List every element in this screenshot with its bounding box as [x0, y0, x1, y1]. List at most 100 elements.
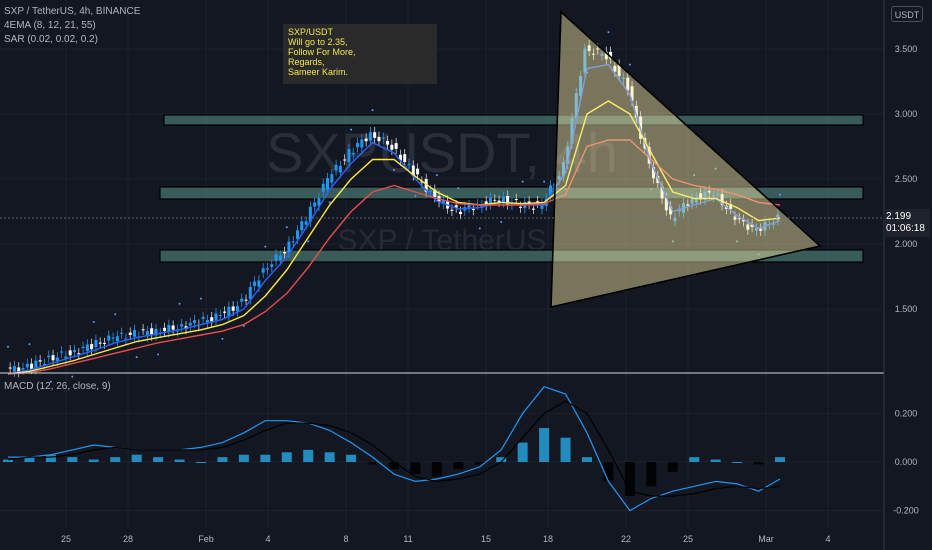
- macd-axis[interactable]: 0.200 0.000 -0.200: [893, 408, 919, 515]
- candle-body: [356, 142, 360, 148]
- sar-dot: [714, 167, 717, 170]
- sar-dots: [7, 31, 781, 383]
- candle-body: [171, 325, 175, 330]
- candle-body: [471, 208, 475, 211]
- candle-body: [531, 208, 535, 210]
- macd-histogram-bar: [303, 449, 314, 462]
- price-tick-label: 3.000: [895, 109, 918, 119]
- candle-body: [85, 344, 89, 352]
- signal-line: [7, 400, 781, 497]
- time-axis[interactable]: 25 28 Feb 4 8 11 15 18 22 25 Mar 4: [61, 534, 831, 544]
- sar-dot: [371, 109, 374, 112]
- candle-body: [64, 356, 68, 360]
- candle-body: [540, 203, 544, 209]
- candle-body: [133, 329, 137, 337]
- candle-body: [368, 132, 372, 141]
- candle-body: [296, 230, 299, 239]
- candle-body: [669, 206, 673, 215]
- candle-body: [227, 306, 231, 317]
- candle-body: [291, 241, 295, 243]
- macd-histogram-bar: [624, 462, 635, 497]
- time-tick-label: Mar: [758, 534, 774, 544]
- price-tick-label: 2.500: [895, 174, 918, 184]
- candle-body: [403, 154, 407, 162]
- candle-body: [205, 320, 209, 324]
- macd-histogram-bar: [453, 462, 464, 470]
- sar-dot: [457, 187, 460, 190]
- candle-body: [519, 206, 523, 208]
- sar-dot: [779, 193, 781, 196]
- candle-body: [218, 315, 222, 317]
- time-tick-label: 8: [343, 534, 348, 544]
- candle-body: [193, 320, 197, 324]
- candle-body: [25, 363, 29, 368]
- price-axis[interactable]: 3.500 3.000 2.500 2.000 1.500: [895, 44, 918, 314]
- candle-body: [111, 337, 115, 339]
- candle-body: [278, 255, 282, 261]
- macd-histogram-bar: [582, 457, 592, 462]
- candle-body: [188, 322, 192, 326]
- candle-body: [484, 201, 488, 206]
- candle-body: [742, 219, 746, 222]
- candle-body: [115, 336, 119, 342]
- candle-body: [570, 117, 574, 144]
- candle-body: [549, 185, 553, 196]
- sar-dot: [7, 345, 9, 348]
- candle-body: [759, 228, 763, 231]
- candle-body: [720, 194, 724, 206]
- macd-histogram-bar: [710, 459, 721, 462]
- candle-body: [613, 65, 617, 72]
- candle-body: [609, 51, 613, 59]
- macd-histogram-bar: [3, 459, 13, 462]
- candle-body: [673, 217, 677, 222]
- candle-body: [660, 186, 664, 199]
- macd-histogram-bar: [431, 462, 442, 477]
- price-tick-label: 1.500: [895, 304, 918, 314]
- candle-body: [210, 317, 214, 322]
- candle-body: [180, 324, 184, 327]
- candle-body: [712, 195, 716, 197]
- bar-countdown: 01:06:18: [886, 223, 925, 234]
- sar-legend: SAR (0.02, 0.02, 0.2): [4, 34, 98, 45]
- sar-dot: [650, 188, 653, 191]
- candle-body: [746, 224, 750, 230]
- sar-dot: [628, 63, 631, 66]
- candle-body: [579, 76, 583, 97]
- currency-button[interactable]: USDT: [891, 6, 923, 22]
- sar-dot: [521, 180, 524, 183]
- sar-dot: [221, 337, 224, 340]
- macd-histogram-bar: [667, 462, 678, 472]
- sar-dot: [178, 302, 181, 305]
- macd-histogram-bar: [367, 462, 378, 465]
- candle-body: [686, 204, 690, 206]
- candle-body: [703, 191, 707, 200]
- macd-histogram-bar: [410, 462, 421, 475]
- candle-body: [733, 216, 737, 220]
- sar-dot: [114, 313, 117, 316]
- candle-body: [270, 264, 274, 268]
- candle-body: [626, 77, 630, 91]
- candle-body: [514, 198, 518, 201]
- sar-dot: [157, 353, 160, 356]
- triangle-pattern: [550, 10, 822, 309]
- sar-dot: [328, 201, 331, 204]
- candle-body: [716, 193, 720, 195]
- macd-histogram-bar: [560, 437, 571, 462]
- sar-dot: [736, 240, 739, 243]
- candle-body: [424, 179, 428, 192]
- candle-body: [729, 203, 733, 209]
- sar-dot: [264, 245, 267, 248]
- macd-histogram-bar: [389, 462, 399, 470]
- candle-body: [81, 346, 85, 349]
- macd-histogram-bar: [131, 454, 142, 462]
- candle-body: [223, 311, 227, 313]
- price-zone: [159, 249, 864, 263]
- macd-histogram-bar: [346, 454, 357, 462]
- candle-body: [694, 197, 698, 203]
- candle-body: [561, 162, 565, 177]
- candle-body: [398, 154, 402, 161]
- candle-body: [351, 152, 355, 155]
- candle-body: [600, 53, 604, 56]
- candle-body: [8, 367, 12, 369]
